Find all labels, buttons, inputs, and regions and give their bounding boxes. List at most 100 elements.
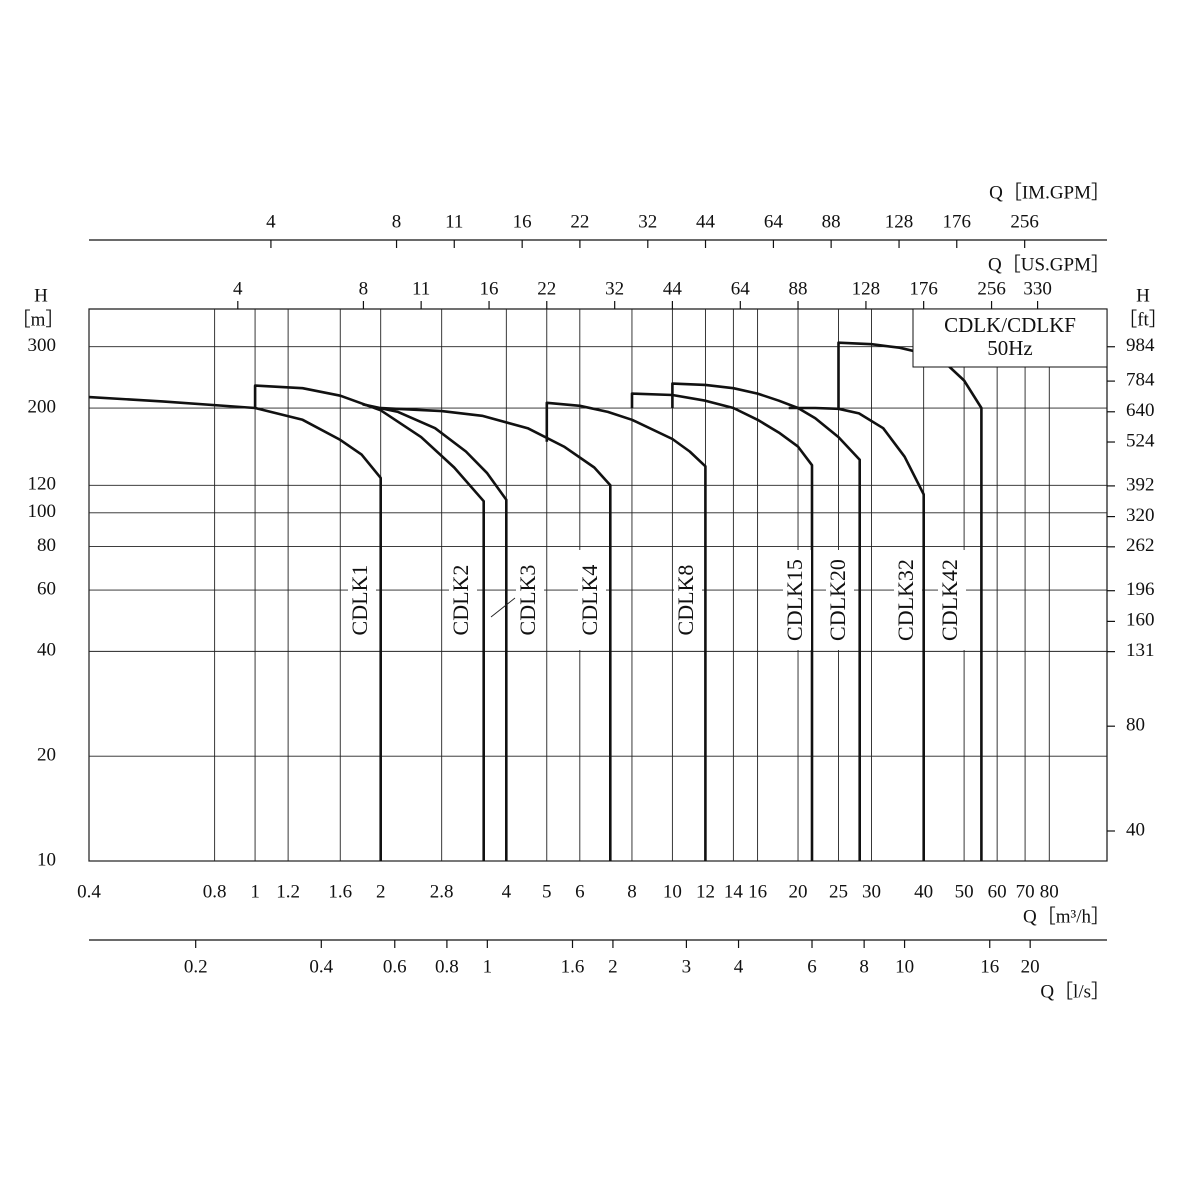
x-tick-label: 20 — [789, 881, 808, 902]
x2-tick-label: 16 — [480, 278, 499, 299]
x-tick-label: 60 — [988, 881, 1007, 902]
x4-tick-label: 0.4 — [309, 956, 333, 977]
x2-tick-label: 8 — [359, 278, 369, 299]
x-tick-label: 0.8 — [203, 881, 227, 902]
y-tick-label: 200 — [28, 396, 57, 417]
x-tick-label: 80 — [1040, 881, 1059, 902]
curve — [253, 384, 485, 861]
x2-tick-label: 330 — [1023, 278, 1052, 299]
x2-tick-label: 22 — [537, 278, 556, 299]
y2-tick-label: 160 — [1126, 610, 1155, 631]
label-bg — [674, 550, 702, 650]
label-bg — [578, 550, 606, 650]
label-bg — [783, 550, 811, 650]
x4-tick-label: 1.6 — [561, 956, 585, 977]
y2-tick-label: 196 — [1126, 579, 1155, 600]
x-tick-label: 2 — [376, 881, 386, 902]
x2-tick-label: 44 — [663, 278, 683, 299]
x4-tick-label: 10 — [895, 956, 914, 977]
x-tick-label: 1 — [250, 881, 260, 902]
x4-tick-label: 2 — [608, 956, 618, 977]
x2-tick-label: 256 — [977, 278, 1006, 299]
series-label: CDLK32 — [893, 559, 918, 641]
label-bg — [938, 550, 966, 650]
x4-tick-label: 16 — [980, 956, 999, 977]
series-label: CDLK8 — [673, 565, 698, 636]
x-tick-label: 30 — [862, 881, 881, 902]
y-tick-label: 20 — [37, 745, 56, 766]
x2-tick-label: 32 — [605, 278, 624, 299]
x3-tick-label: 22 — [570, 211, 589, 232]
x-tick-label: 0.4 — [77, 881, 101, 902]
x4-tick-label: 20 — [1021, 956, 1040, 977]
x-axis-title: Q［m³/h］ — [1023, 905, 1110, 927]
x2-tick-label: 64 — [731, 278, 751, 299]
x3-tick-label: 44 — [696, 211, 716, 232]
x4-axis-title: Q［l/s］ — [1040, 980, 1110, 1002]
y-tick-label: 100 — [28, 501, 57, 522]
y2-tick-label: 640 — [1126, 400, 1155, 421]
annotation-box — [912, 308, 1108, 368]
x-tick-label: 50 — [955, 881, 974, 902]
x-tick-label: 5 — [542, 881, 552, 902]
series-label: CDLK42 — [937, 559, 962, 641]
x-tick-label: 8 — [627, 881, 637, 902]
x3-tick-label: 4 — [266, 211, 276, 232]
x-tick-label: 14 — [724, 881, 744, 902]
label-bg — [516, 550, 544, 650]
y2-tick-label: 524 — [1126, 430, 1155, 451]
y2-tick-label: 80 — [1126, 715, 1145, 736]
curve — [788, 406, 925, 861]
curve — [671, 382, 861, 861]
x-tick-label: 6 — [575, 881, 585, 902]
x4-tick-label: 3 — [682, 956, 692, 977]
x4-tick-label: 0.8 — [435, 956, 459, 977]
series-label: CDLK3 — [515, 565, 540, 636]
y2-axis-title: H — [1136, 285, 1150, 306]
x4-tick-label: 8 — [859, 956, 869, 977]
x-tick-label: 40 — [914, 881, 933, 902]
x-tick-label: 16 — [748, 881, 767, 902]
series-label: CDLK15 — [782, 559, 807, 641]
y-tick-label: 40 — [37, 640, 56, 661]
x2-tick-label: 11 — [412, 278, 430, 299]
y-tick-label: 120 — [28, 474, 57, 495]
x2-tick-label: 128 — [852, 278, 881, 299]
y-tick-label: 300 — [28, 335, 57, 356]
y-axis-unit: ［m］ — [12, 308, 65, 330]
x4-tick-label: 4 — [734, 956, 744, 977]
series-label: CDLK4 — [577, 565, 602, 636]
y2-tick-label: 984 — [1126, 335, 1155, 356]
x3-axis-title: Q［IM.GPM］ — [989, 181, 1110, 203]
y2-axis-unit: ［ft］ — [1118, 308, 1168, 330]
leader-line — [490, 597, 516, 618]
x2-tick-label: 4 — [233, 278, 243, 299]
y2-tick-label: 784 — [1126, 369, 1155, 390]
y2-tick-label: 40 — [1126, 819, 1145, 840]
label-bg — [894, 550, 922, 650]
x4-tick-label: 6 — [807, 956, 817, 977]
x4-tick-label: 0.2 — [184, 956, 208, 977]
y-tick-label: 10 — [37, 849, 56, 870]
x-tick-label: 4 — [502, 881, 512, 902]
curve — [545, 401, 707, 861]
x3-tick-label: 16 — [513, 211, 532, 232]
x3-tick-label: 128 — [885, 211, 914, 232]
series-label: CDLK1 — [347, 565, 372, 636]
x4-tick-label: 1 — [483, 956, 493, 977]
annotation: 50Hz — [987, 336, 1033, 360]
x3-tick-label: 256 — [1010, 211, 1039, 232]
series-label: CDLK20 — [825, 559, 850, 641]
x3-tick-label: 8 — [392, 211, 402, 232]
series-label: CDLK2 — [448, 565, 473, 636]
x-tick-label: 1.6 — [328, 881, 352, 902]
y-tick-label: 80 — [37, 535, 56, 556]
x3-tick-label: 32 — [638, 211, 657, 232]
y-tick-label: 60 — [37, 578, 56, 599]
x-tick-label: 25 — [829, 881, 848, 902]
label-bg — [449, 550, 477, 650]
x3-tick-label: 176 — [943, 211, 972, 232]
x3-tick-label: 88 — [822, 211, 841, 232]
x2-axis-title: Q［US.GPM］ — [988, 253, 1110, 275]
